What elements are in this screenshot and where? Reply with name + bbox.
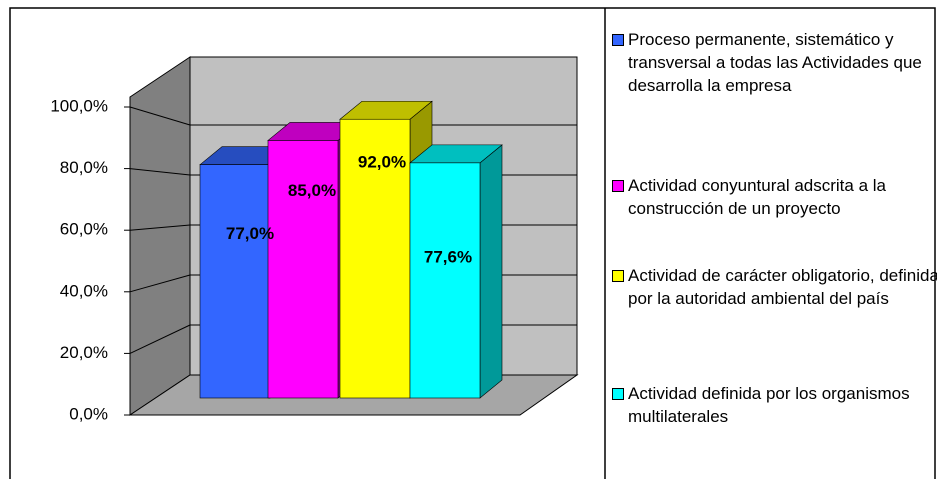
bar bbox=[409, 162, 481, 399]
y-tick-label: 100,0% bbox=[50, 96, 108, 115]
y-tick-label: 40,0% bbox=[60, 281, 108, 300]
bar-side bbox=[479, 144, 503, 399]
grid-line bbox=[129, 274, 191, 293]
legend-label: Proceso permanente, sistemático y transv… bbox=[628, 30, 922, 95]
data-label: 77,0% bbox=[226, 224, 274, 243]
legend-entry: Actividad de carácter obligatorio, defin… bbox=[612, 264, 937, 310]
legend-entry: Actividad definida por los organismos mu… bbox=[612, 382, 937, 428]
y-tick-label: 0,0% bbox=[69, 404, 108, 423]
legend-entry: Proceso permanente, sistemático y transv… bbox=[612, 28, 937, 97]
legend-entry: Actividad conyuntural adscrita a la cons… bbox=[612, 174, 937, 220]
grid-line bbox=[129, 106, 191, 126]
side-wall bbox=[129, 56, 191, 416]
bar bbox=[199, 164, 271, 399]
legend-label: Actividad definida por los organismos mu… bbox=[628, 384, 910, 426]
y-tick-label: 60,0% bbox=[60, 220, 108, 239]
legend-swatch bbox=[612, 388, 624, 400]
legend-swatch bbox=[612, 34, 624, 46]
bar bbox=[339, 118, 411, 399]
data-label: 92,0% bbox=[358, 153, 406, 172]
legend-swatch bbox=[612, 270, 624, 282]
grid-line bbox=[129, 324, 191, 354]
data-label: 77,6% bbox=[424, 247, 472, 266]
data-label: 85,0% bbox=[288, 181, 336, 200]
legend-label: Actividad de carácter obligatorio, defin… bbox=[628, 266, 937, 308]
grid-line bbox=[129, 224, 191, 231]
y-tick-label: 80,0% bbox=[60, 158, 108, 177]
legend-label: Actividad conyuntural adscrita a la cons… bbox=[628, 176, 886, 218]
y-tick-label: 20,0% bbox=[60, 343, 108, 362]
bar bbox=[267, 140, 339, 399]
grid-line bbox=[129, 168, 191, 176]
legend-swatch bbox=[612, 180, 624, 192]
